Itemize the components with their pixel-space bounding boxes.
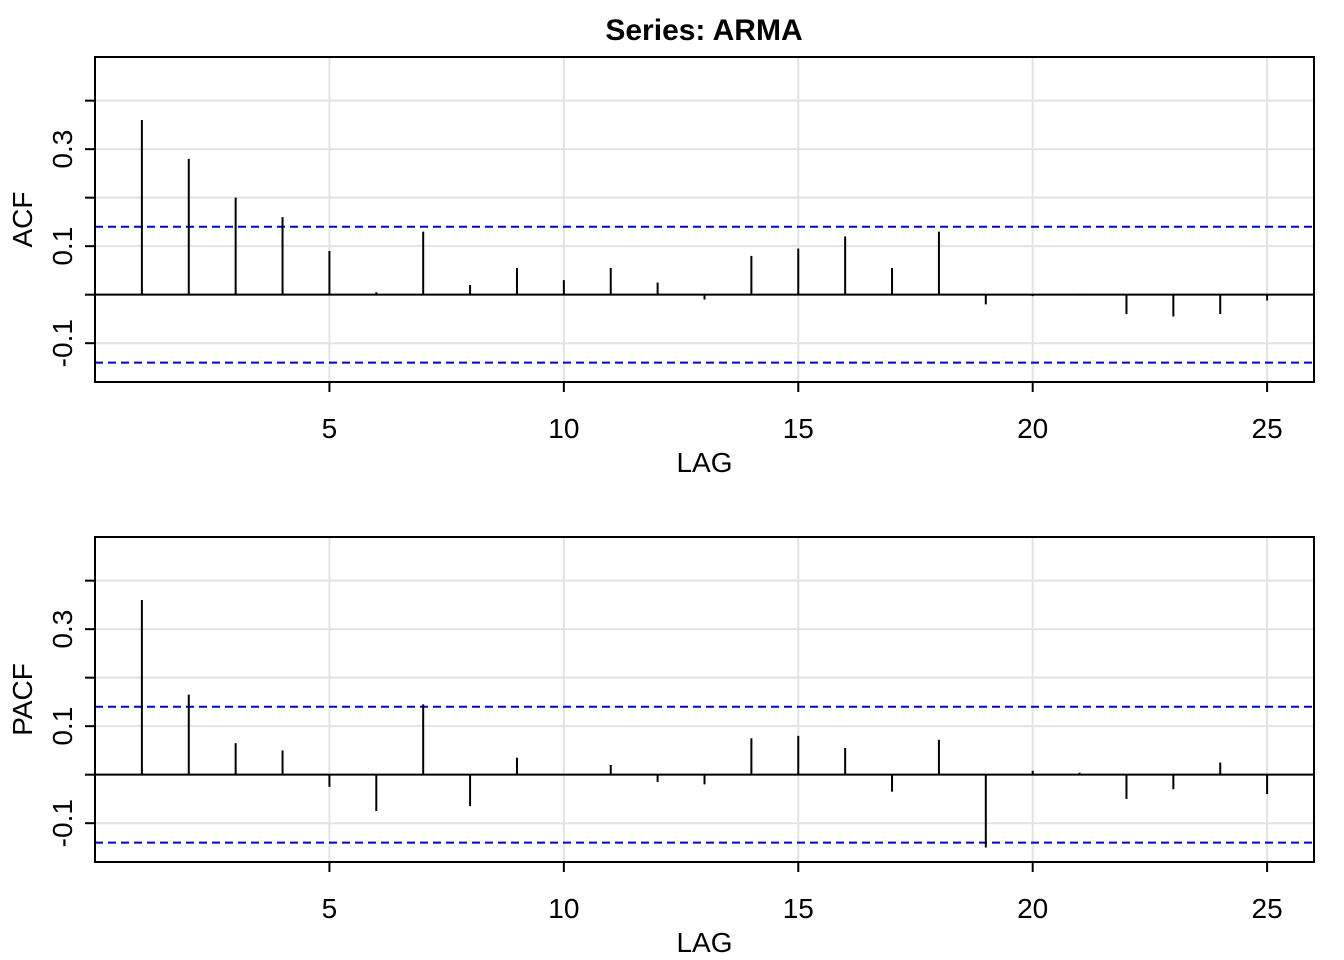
chart-title: Series: ARMA	[605, 14, 802, 47]
acf-y-axis-label: ACF	[7, 192, 38, 248]
pacf-x-tick-label: 25	[1252, 893, 1283, 924]
acf-x-tick-label: 5	[322, 413, 338, 444]
pacf-y-tick-label: 0.3	[47, 610, 78, 649]
acf-plot-frame	[94, 56, 1315, 383]
pacf-y-tick-label: 0.1	[47, 707, 78, 746]
pacf-x-tick-label: 20	[1017, 893, 1048, 924]
acf-x-tick-label: 25	[1252, 413, 1283, 444]
pacf-x-axis-label: LAG	[676, 927, 732, 958]
acf-x-axis-label: LAG	[676, 447, 732, 478]
pacf-x-tick-label: 15	[783, 893, 814, 924]
pacf-panel: 5 10 15 20 25 -0.1 0.1 0.3 PACF LAG	[7, 536, 1315, 958]
acf-panel: 5 10 15 20 25 -0.1 0.1 0.3 ACF LAG	[7, 56, 1315, 478]
acf-x-tick-label: 20	[1017, 413, 1048, 444]
pacf-y-tick-label: -0.1	[47, 799, 78, 847]
acf-x-tick-label: 10	[548, 413, 579, 444]
pacf-plot-frame	[94, 536, 1315, 863]
pacf-y-axis-label: PACF	[7, 663, 38, 736]
acf-y-tick-label: 0.3	[47, 130, 78, 169]
pacf-x-tick-label: 10	[548, 893, 579, 924]
pacf-x-tick-label: 5	[322, 893, 338, 924]
acf-x-tick-label: 15	[783, 413, 814, 444]
acf-y-tick-label: -0.1	[47, 319, 78, 367]
acf-y-tick-label: 0.1	[47, 227, 78, 266]
